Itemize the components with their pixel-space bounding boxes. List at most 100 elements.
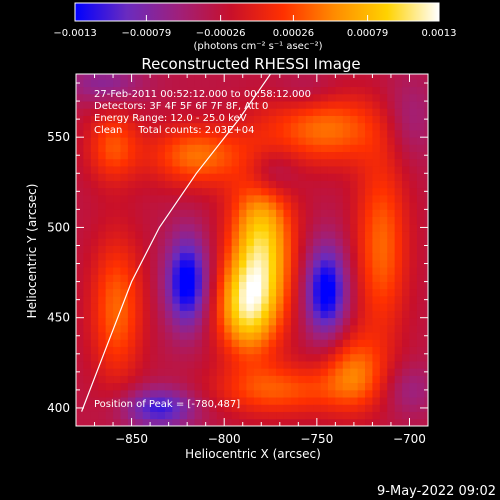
heatmap-cell	[372, 238, 381, 246]
heatmap-cell	[179, 382, 188, 391]
heatmap-cell	[224, 209, 233, 217]
heatmap-cell	[142, 274, 151, 282]
heatmap-cell	[172, 144, 181, 153]
heatmap-cell	[327, 74, 336, 80]
heatmap-cell	[416, 194, 425, 203]
heatmap-cell	[313, 281, 321, 290]
heatmap-cell	[120, 411, 129, 420]
heatmap-cell	[327, 389, 336, 398]
heatmap-cell	[83, 324, 92, 333]
heatmap-cell	[298, 281, 307, 290]
heatmap-cell	[290, 194, 299, 203]
heatmap-cell	[335, 382, 344, 391]
heatmap-cell	[120, 303, 129, 311]
heatmap-cell	[298, 339, 307, 347]
heatmap-cell	[402, 310, 410, 319]
heatmap-cell	[424, 252, 428, 261]
heatmap-cell	[201, 397, 210, 405]
heatmap-cell	[127, 79, 136, 88]
heatmap-cell	[327, 238, 336, 246]
heatmap-cell	[305, 180, 314, 189]
heatmap-cell	[113, 346, 121, 355]
heatmap-cell	[209, 129, 218, 138]
heatmap-cell	[372, 231, 381, 239]
heatmap-cell	[76, 144, 84, 153]
heatmap-cell	[268, 310, 277, 319]
heatmap-cell	[157, 151, 166, 160]
heatmap-cell	[365, 288, 373, 297]
heatmap-cell	[335, 368, 344, 376]
heatmap-cell	[135, 404, 144, 412]
heatmap-cell	[187, 86, 195, 95]
heatmap-cell	[335, 317, 344, 326]
heatmap-cell	[113, 231, 121, 239]
heatmap-cell	[113, 339, 121, 347]
heatmap-cell	[150, 310, 158, 319]
heatmap-cell	[298, 180, 307, 189]
heatmap-cell	[164, 151, 173, 160]
heatmap-cell	[261, 267, 270, 275]
heatmap-cell	[90, 202, 99, 210]
heatmap-cell	[90, 209, 99, 217]
heatmap-cell	[350, 404, 358, 412]
heatmap-cell	[231, 368, 240, 376]
heatmap-cell	[409, 166, 418, 174]
heatmap-cell	[216, 223, 225, 232]
heatmap-cell	[387, 375, 396, 384]
heatmap-cell	[105, 411, 114, 420]
heatmap-cell	[201, 368, 210, 376]
heatmap-cell	[327, 281, 336, 290]
heatmap-cell	[187, 303, 195, 311]
heatmap-cell	[98, 324, 107, 333]
heatmap-cell	[179, 101, 188, 109]
heatmap-cell	[246, 252, 255, 261]
heatmap-cell	[135, 86, 144, 95]
heatmap-cell	[253, 411, 262, 420]
heatmap-cell	[90, 223, 99, 232]
heatmap-cell	[76, 267, 84, 275]
heatmap-cell	[157, 194, 166, 203]
heatmap-cell	[253, 259, 262, 268]
heatmap-cell	[105, 129, 114, 138]
heatmap-cell	[179, 122, 188, 131]
heatmap-cell	[231, 404, 240, 412]
heatmap-cell	[113, 259, 121, 268]
heatmap-cell	[231, 238, 240, 246]
heatmap-cell	[201, 173, 210, 181]
heatmap-cell	[239, 404, 247, 412]
heatmap-cell	[409, 93, 418, 102]
heatmap-cell	[157, 223, 166, 232]
heatmap-cell	[379, 397, 388, 405]
heatmap-cell	[201, 223, 210, 232]
heatmap-cell	[164, 404, 173, 412]
heatmap-cell	[268, 353, 277, 362]
heatmap-cell	[424, 209, 428, 217]
heatmap-cell	[135, 187, 144, 196]
heatmap-cell	[164, 382, 173, 391]
heatmap-cell	[298, 93, 307, 102]
heatmap-cell	[253, 180, 262, 189]
heatmap-cell	[335, 74, 344, 80]
heatmap-cell	[394, 202, 403, 210]
heatmap-cell	[394, 187, 403, 196]
heatmap-cell	[231, 339, 240, 347]
heatmap-cell	[209, 93, 218, 102]
heatmap-cell	[187, 79, 195, 88]
heatmap-cell	[365, 173, 373, 181]
heatmap-cell	[379, 151, 388, 160]
heatmap-cell	[305, 411, 314, 420]
heatmap-cell	[276, 324, 284, 333]
heatmap-cell	[105, 389, 114, 398]
heatmap-cell	[164, 187, 173, 196]
heatmap-cell	[105, 324, 114, 333]
heatmap-cell	[194, 194, 203, 203]
heatmap-cell	[387, 129, 396, 138]
heatmap-cell	[76, 339, 84, 347]
heatmap-cell	[142, 108, 151, 116]
heatmap-cell	[342, 361, 351, 369]
heatmap-cell	[83, 267, 92, 275]
heatmap-cell	[142, 209, 151, 217]
heatmap-cell	[194, 238, 203, 246]
heatmap-cell	[320, 151, 329, 160]
heatmap-cell	[172, 166, 181, 174]
